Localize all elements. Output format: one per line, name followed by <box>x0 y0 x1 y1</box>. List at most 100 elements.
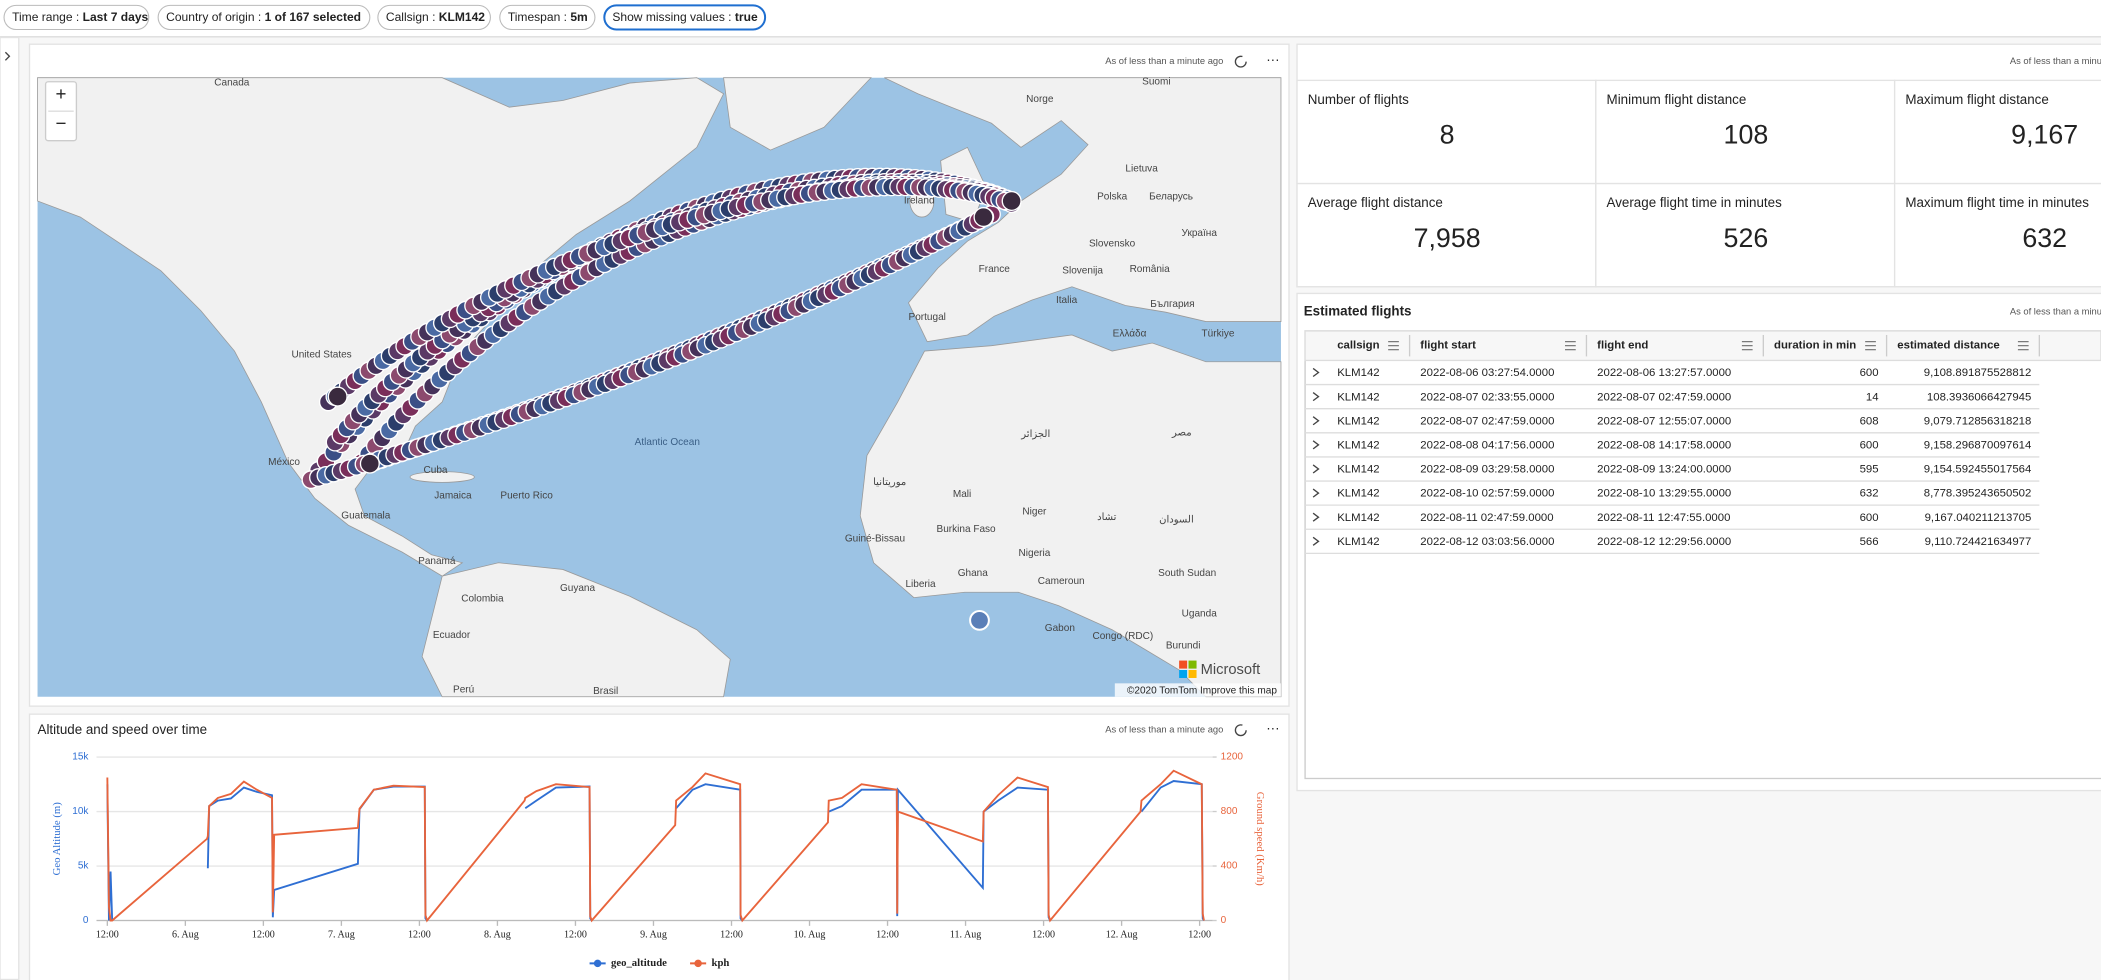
row-expander[interactable] <box>1312 536 1320 546</box>
map-label: Ghana <box>958 568 989 579</box>
map-label: Cuba <box>423 465 447 476</box>
map-label: Portugal <box>909 312 946 323</box>
filter-value[interactable]: KLM142 <box>439 10 485 24</box>
filter-text[interactable]: Callsign : KLM142 <box>386 10 485 24</box>
x-tick-label: 12:00 <box>252 930 275 941</box>
map: Canada Norge Suomi Lietuva Polska Беларусь Ire… <box>37 76 1282 698</box>
column-header[interactable]: estimated distance <box>1897 340 1999 352</box>
table-cell: 9,108.891875528812 <box>1924 367 2032 379</box>
table-cell: 600 <box>1860 367 1879 379</box>
more-icon[interactable]: ··· <box>1266 52 1279 67</box>
row-expander[interactable] <box>1312 392 1320 402</box>
table-frame <box>1304 330 2101 780</box>
legend-swatch[interactable] <box>694 959 702 968</box>
table-cell: 2022-08-07 02:47:59.0000 <box>1597 391 1731 403</box>
zoom-in[interactable]: + <box>56 83 67 104</box>
row-expander[interactable] <box>1312 488 1320 498</box>
filter-value[interactable]: 1 of 167 selected <box>265 10 361 24</box>
map-label: Uganda <box>1182 608 1218 619</box>
map-attribution[interactable]: ©2020 TomTom Improve this map <box>1127 685 1277 696</box>
row-expander[interactable] <box>1312 416 1320 426</box>
zoom-out[interactable]: − <box>56 113 67 134</box>
map-label: България <box>1150 299 1194 310</box>
filter-label[interactable]: Timespan : <box>508 10 567 24</box>
kpi-value: 526 <box>1724 223 1769 253</box>
attribution-bg <box>1114 683 1281 697</box>
filter-value[interactable]: Last 7 days <box>83 10 149 24</box>
row-expander[interactable] <box>1312 512 1320 522</box>
filter-label[interactable]: Time range : <box>12 10 79 24</box>
x-tick-label: 6. Aug <box>172 930 199 941</box>
filter-label[interactable]: Show missing values : <box>612 10 731 24</box>
map-label: Ελλάδα <box>1113 327 1147 339</box>
more-icon[interactable]: ··· <box>1266 720 1279 735</box>
filter-pill[interactable] <box>157 4 371 31</box>
x-tick-label: 9. Aug <box>640 930 667 941</box>
x-tick-label: 12:00 <box>1188 930 1211 941</box>
data-table: callsign flight start flight end duration i… <box>1304 330 2101 555</box>
filter-value[interactable]: true <box>735 10 758 24</box>
status-text: As of less than a minute ago <box>2010 307 2101 317</box>
column-header[interactable]: duration in min <box>1774 340 1856 352</box>
y2-tick-label: 800 <box>1221 806 1238 817</box>
refresh-icon[interactable] <box>1234 724 1247 737</box>
filter-value[interactable]: 5m <box>570 10 587 24</box>
flight-dot[interactable] <box>973 207 994 228</box>
filter-text[interactable]: Time range : Last 7 days <box>12 10 148 24</box>
map-label: Polska <box>1097 192 1128 203</box>
flight-dot[interactable] <box>327 386 348 407</box>
column-header[interactable]: callsign <box>1337 340 1379 352</box>
legend-label[interactable]: kph <box>712 957 730 969</box>
y-tick-label: 0 <box>83 915 89 926</box>
row-expander[interactable] <box>1312 367 1320 378</box>
table-cell: 2022-08-07 12:55:07.0000 <box>1597 415 1731 427</box>
table-cell: 14 <box>1866 391 1879 403</box>
filter-text[interactable]: Timespan : 5m <box>508 10 588 24</box>
table-cell: 9,110.724421634977 <box>1925 536 2032 548</box>
column-header[interactable]: flight end <box>1597 340 1648 352</box>
filter-text[interactable]: Country of origin : 1 of 167 selected <box>166 10 361 24</box>
map-label: México <box>268 457 300 468</box>
map-label: Congo (RDC) <box>1092 631 1153 642</box>
column-header[interactable]: flight start <box>1420 340 1476 352</box>
table-cell: 600 <box>1860 512 1879 524</box>
filter-label[interactable]: Callsign : <box>386 10 436 24</box>
legend-swatch[interactable] <box>593 959 602 968</box>
x-tick-label: 12:00 <box>1032 930 1055 941</box>
filter-pill[interactable] <box>377 4 491 31</box>
map-label: Guiné-Bissau <box>845 533 905 544</box>
y2-tick-label: 0 <box>1221 915 1227 926</box>
x-tick-label: 7. Aug <box>328 930 355 941</box>
status-text: As of less than a minute ago <box>1105 725 1223 735</box>
flight-dot[interactable] <box>359 453 380 474</box>
table-cell: 2022-08-12 03:03:56.0000 <box>1420 536 1554 548</box>
logo-mark <box>1179 660 1188 669</box>
table-header <box>1304 330 2101 362</box>
table-cell: 2022-08-11 02:47:59.0000 <box>1420 512 1553 524</box>
flight-dot[interactable] <box>1001 190 1022 212</box>
position-dot[interactable] <box>969 609 990 631</box>
filter-pill[interactable] <box>603 4 767 31</box>
row-expander[interactable] <box>1312 440 1320 450</box>
refresh-icon[interactable] <box>1234 55 1247 68</box>
filter-label[interactable]: Country of origin : <box>166 10 261 24</box>
table-cell: 2022-08-08 04:17:56.0000 <box>1420 440 1554 452</box>
x-tick-label: 12:00 <box>408 930 431 941</box>
legend-label[interactable]: geo_altitude <box>611 957 667 969</box>
filter-pill[interactable] <box>499 4 596 31</box>
filter-text[interactable]: Show missing values : true <box>612 10 758 24</box>
table-cell: 2022-08-10 02:57:59.0000 <box>1420 488 1554 500</box>
map-label: Jamaica <box>434 490 472 501</box>
sidebar-toggle[interactable] <box>4 51 11 61</box>
table-cell: KLM142 <box>1337 415 1379 427</box>
map-label: Cameroun <box>1038 576 1085 587</box>
row-expander[interactable] <box>1312 464 1320 474</box>
table-cell: 2022-08-07 02:33:55.0000 <box>1420 391 1554 403</box>
filter-pill[interactable] <box>3 4 150 31</box>
chart-title: Altitude and speed over time <box>38 722 208 737</box>
kpi-tile <box>1296 79 1597 185</box>
table-cell: KLM142 <box>1337 440 1379 452</box>
map-label: تشاد <box>1097 512 1116 523</box>
status-text: As of less than a minute ago <box>1105 56 1223 66</box>
land <box>409 471 475 483</box>
